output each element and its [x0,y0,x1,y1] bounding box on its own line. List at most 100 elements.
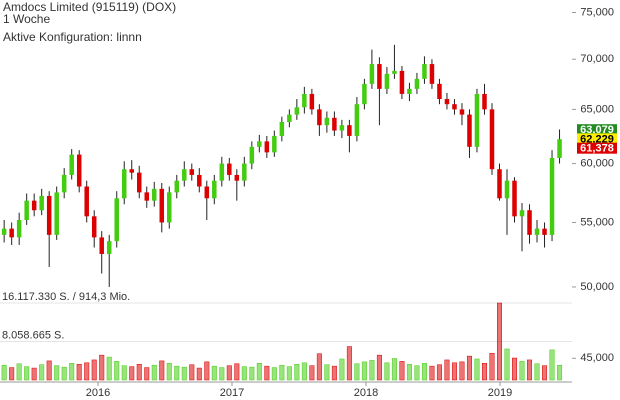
candle-body [54,192,59,235]
candle-body [249,146,255,164]
candle-body [16,219,22,238]
y-tick-label: 45,000 [580,352,614,364]
volume-bar [459,361,465,381]
volume-bar [414,365,420,381]
volume-bar [204,361,210,381]
candle-body [467,114,472,147]
candle-body [84,186,89,217]
candle-body [414,78,420,89]
candle-body [309,93,315,110]
volume-bar [136,363,142,381]
x-tick-label: 2016 [86,387,110,399]
volume-bar [159,360,165,381]
candle-body [182,169,187,181]
candle-body [227,163,232,175]
price-tag-label: 61,378 [580,143,614,155]
candle-body [444,99,450,105]
volume-bar [346,346,352,381]
volume-bar [339,358,345,381]
candle-body [504,180,510,199]
volume-tick-label: 16.117.330 S. / 914,3 Mio. [2,291,130,303]
volume-bar [181,366,187,381]
candle-body [362,83,367,105]
candle-body [384,73,390,89]
candle-body [46,195,52,235]
candle-body [407,88,412,94]
candle-body [294,107,300,115]
volume-bar [189,364,195,381]
candle-body [339,125,345,131]
candle-body [234,174,240,181]
candle-body [512,180,517,217]
x-tick-label: 2019 [488,387,512,399]
volume-bar [61,366,67,381]
chart-subtitle: 1 Woche [3,12,50,26]
volume-bar [391,358,397,381]
candle-body [204,186,210,199]
candle-body [497,169,502,199]
volume-bar [421,363,427,381]
volume-bar [474,358,480,381]
candle-body [482,93,487,110]
candle-body [242,163,247,181]
candle-body [324,117,330,126]
candle-body [399,70,405,94]
candle-body [106,241,112,254]
price-tag [577,133,617,145]
volume-bar [151,364,157,381]
candle-body [429,64,435,84]
volume-bar [309,365,315,381]
price-tag [577,124,617,136]
candle-body [99,237,104,254]
volume-bar [369,360,375,381]
volume-bar [354,363,360,381]
candle-body [159,188,165,223]
candle-body [167,192,172,223]
candle-body [121,169,127,199]
candle-body [257,141,262,147]
candle-body [347,125,352,136]
price-tag-label: 62,229 [580,133,614,145]
volume-bar [166,363,172,381]
candle-body [534,228,540,235]
volume-bar [121,365,127,381]
volume-bar [496,302,502,381]
candle-body [61,174,67,193]
volume-bar [211,365,217,381]
volume-bar [226,365,232,381]
volume-bar [99,354,105,381]
volume-bar [451,362,457,381]
candle-body [114,198,119,242]
volume-bar [399,361,405,381]
candle-body [422,64,427,79]
price-tag-label: 63,079 [580,124,614,136]
candle-body [302,93,307,108]
candle-body [39,195,44,211]
volume-bar [301,362,307,381]
candle-body [459,109,465,115]
candle-body [549,157,555,235]
volume-bar [519,361,525,381]
candle-body [332,117,337,131]
volume-bar [406,363,412,381]
candle-body [91,216,97,238]
volume-bar [512,357,518,381]
volume-bar [489,352,495,381]
volume-bar [256,363,262,381]
candle-body [197,174,202,187]
candle-body [279,121,285,136]
candle-body [542,228,547,235]
volume-bar [316,353,322,381]
volume-bar [129,366,135,381]
annotation: Aktive Konfiguration: linnn [3,30,142,44]
volume-bar [557,364,563,381]
volume-bar [106,356,112,381]
candle-body [272,135,277,153]
volume-bar [466,355,472,381]
volume-bar [249,366,255,381]
volume-bar [241,366,247,381]
volume-bar [361,361,367,381]
volume-tick-label: 8.058.665 S. [2,329,64,341]
y-tick-label: 70,000 [580,53,614,65]
